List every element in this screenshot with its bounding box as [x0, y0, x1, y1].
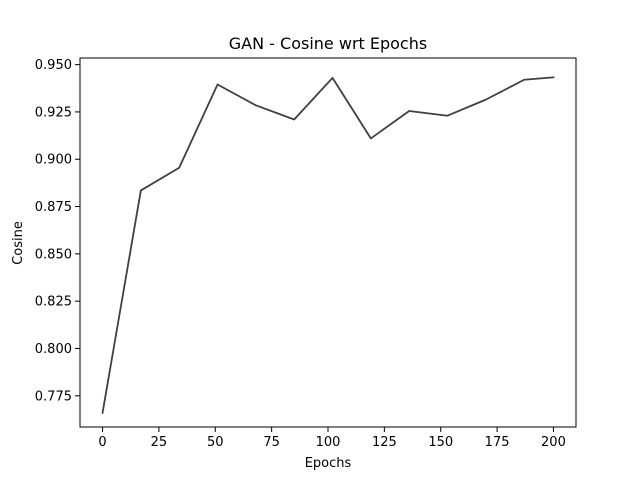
y-tick-label: 0.875: [35, 200, 72, 215]
series-layer: [101, 76, 555, 414]
series-line: [101, 76, 555, 414]
x-tick-label: 150: [428, 435, 453, 450]
x-tick-label: 50: [207, 435, 224, 450]
chart-title: GAN - Cosine wrt Epochs: [229, 34, 427, 53]
y-tick-label: 0.800: [35, 342, 72, 357]
x-tick-label: 25: [151, 435, 168, 450]
y-tick-label: 0.950: [35, 58, 72, 73]
y-tick-label: 0.825: [35, 295, 72, 310]
y-tick-label: 0.925: [35, 105, 72, 120]
y-tick-label: 0.900: [35, 153, 72, 168]
x-tick-label: 0: [98, 435, 106, 450]
y-axis: 0.775 0.800 0.825 0.850 0.875 0.900 0.925 0.950: [35, 58, 80, 404]
x-tick-label: 175: [485, 435, 510, 450]
y-tick-label: 0.850: [35, 247, 72, 262]
x-tick-label: 100: [316, 435, 341, 450]
x-axis: 0 25 50 75 100 125 150 175 200: [98, 427, 566, 450]
y-tick-label: 0.775: [35, 389, 72, 404]
x-tick-label: 75: [263, 435, 280, 450]
y-axis-label: Cosine: [11, 221, 26, 265]
x-tick-label: 200: [541, 435, 566, 450]
x-tick-label: 125: [372, 435, 397, 450]
plot-frame: [79, 57, 577, 428]
x-axis-label: Epochs: [305, 456, 352, 471]
